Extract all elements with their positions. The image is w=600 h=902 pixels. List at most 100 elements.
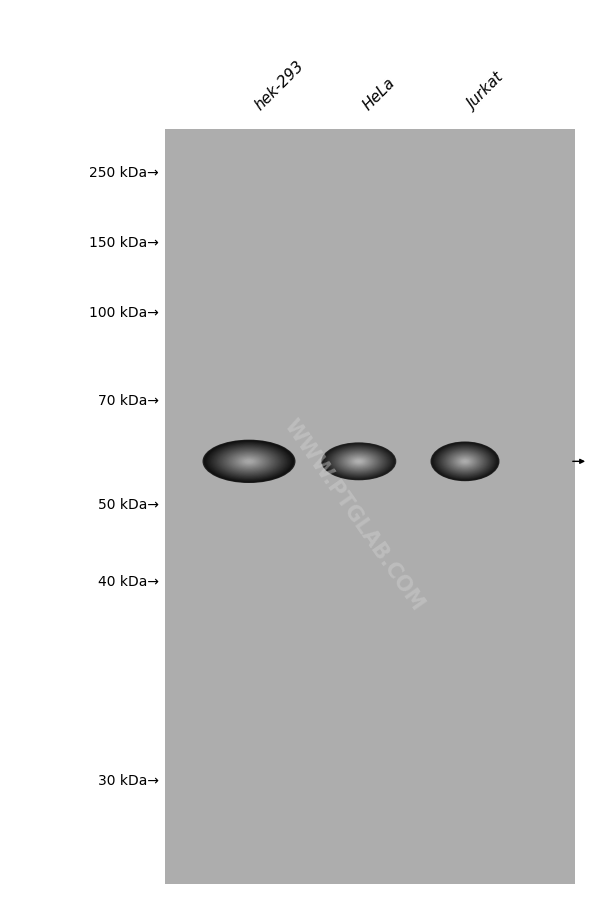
Ellipse shape [448,452,482,472]
Ellipse shape [435,445,495,479]
Ellipse shape [353,459,365,465]
Ellipse shape [223,449,275,474]
Ellipse shape [445,450,485,474]
Ellipse shape [322,443,397,481]
Ellipse shape [331,447,386,476]
Ellipse shape [340,452,378,472]
Ellipse shape [459,458,471,465]
Ellipse shape [235,456,263,468]
Ellipse shape [215,446,283,477]
Ellipse shape [242,458,256,465]
Ellipse shape [209,444,289,480]
Text: hek-293: hek-293 [252,58,307,113]
Text: 250 kDa→: 250 kDa→ [89,166,159,180]
Ellipse shape [217,446,281,477]
Ellipse shape [224,450,274,474]
Ellipse shape [243,459,255,465]
Ellipse shape [323,444,394,480]
Ellipse shape [206,442,292,482]
Ellipse shape [350,457,367,466]
Ellipse shape [456,456,474,467]
Ellipse shape [208,443,290,481]
Ellipse shape [344,455,373,469]
Ellipse shape [436,445,494,479]
Ellipse shape [233,455,265,469]
Ellipse shape [245,460,253,464]
Text: 30 kDa→: 30 kDa→ [98,773,159,787]
Ellipse shape [347,456,370,467]
Ellipse shape [454,456,476,468]
Ellipse shape [203,440,296,483]
Ellipse shape [325,445,392,479]
Ellipse shape [346,455,372,469]
Ellipse shape [454,456,476,468]
Ellipse shape [338,452,379,472]
Text: 70 kDa→: 70 kDa→ [98,393,159,408]
Ellipse shape [448,452,482,472]
Ellipse shape [231,454,267,470]
Ellipse shape [449,453,481,471]
Ellipse shape [458,457,472,466]
Ellipse shape [358,461,360,463]
Text: HeLa: HeLa [360,75,398,113]
Ellipse shape [463,461,467,463]
Text: 100 kDa→: 100 kDa→ [89,306,159,320]
Ellipse shape [336,450,382,474]
Ellipse shape [431,442,499,482]
Ellipse shape [437,446,493,478]
Ellipse shape [439,446,491,477]
Ellipse shape [437,446,493,477]
Ellipse shape [238,456,260,467]
Ellipse shape [440,447,490,476]
Ellipse shape [343,454,375,470]
Text: WWW.PTGLAB.COM: WWW.PTGLAB.COM [280,415,428,613]
Ellipse shape [232,454,266,470]
Bar [165,130,575,884]
Ellipse shape [357,461,361,463]
Ellipse shape [237,456,261,467]
Ellipse shape [229,453,269,471]
Ellipse shape [226,451,272,473]
Ellipse shape [431,443,499,481]
Ellipse shape [443,449,487,474]
Ellipse shape [441,448,489,475]
Ellipse shape [212,445,286,479]
Ellipse shape [328,446,389,477]
Ellipse shape [450,453,480,471]
Ellipse shape [432,443,498,481]
Text: 150 kDa→: 150 kDa→ [89,235,159,250]
Ellipse shape [225,451,273,473]
Ellipse shape [322,444,395,480]
Ellipse shape [221,449,277,474]
Ellipse shape [326,446,391,478]
Ellipse shape [335,450,383,474]
Ellipse shape [337,451,381,473]
Ellipse shape [355,460,362,464]
Ellipse shape [333,448,385,475]
Ellipse shape [239,457,259,466]
Ellipse shape [446,451,484,473]
Ellipse shape [434,444,496,480]
Ellipse shape [349,457,368,466]
Ellipse shape [332,448,386,475]
Ellipse shape [463,460,467,464]
Ellipse shape [211,444,287,480]
Ellipse shape [207,442,291,482]
Ellipse shape [446,451,484,473]
Text: Jurkat: Jurkat [465,70,507,113]
Ellipse shape [227,452,271,472]
Ellipse shape [341,453,377,471]
Ellipse shape [433,444,497,480]
Ellipse shape [230,453,268,471]
Ellipse shape [457,457,473,466]
Text: 50 kDa→: 50 kDa→ [98,497,159,511]
Ellipse shape [452,455,478,469]
Ellipse shape [356,460,362,464]
Ellipse shape [442,448,488,475]
Ellipse shape [324,445,394,479]
Ellipse shape [236,456,262,468]
Ellipse shape [348,456,370,467]
Ellipse shape [464,461,466,463]
Ellipse shape [218,447,280,476]
Ellipse shape [241,458,257,465]
